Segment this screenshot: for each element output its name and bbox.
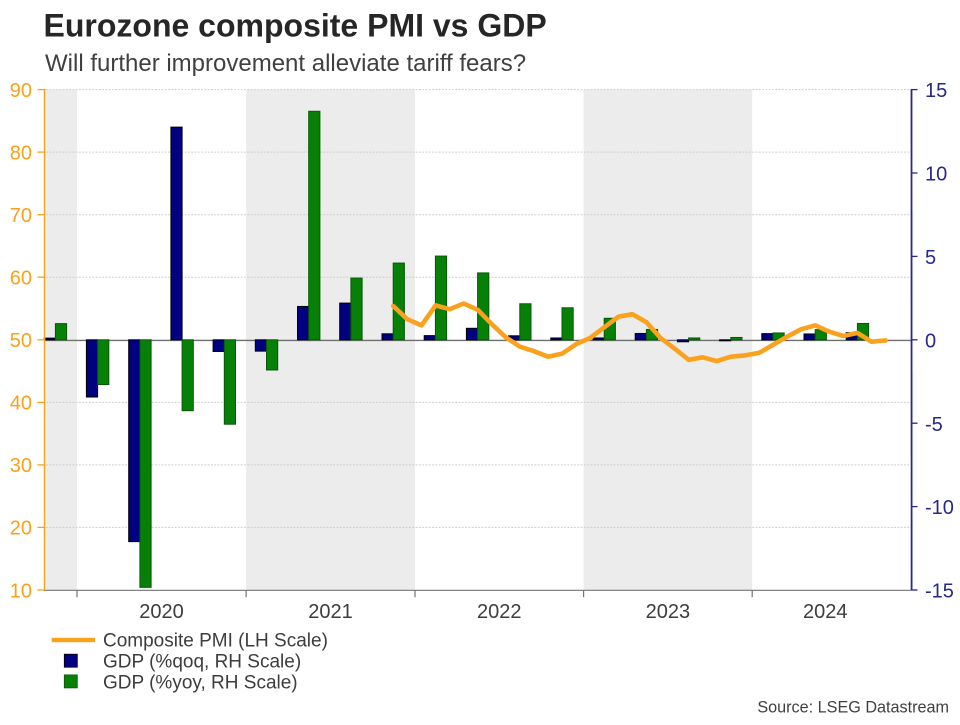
svg-text:50: 50: [10, 330, 32, 352]
svg-text:2020: 2020: [139, 601, 184, 623]
svg-text:40: 40: [10, 393, 32, 415]
svg-text:GDP (%qoq, RH Scale): GDP (%qoq, RH Scale): [103, 652, 301, 673]
svg-text:2022: 2022: [477, 601, 522, 623]
svg-text:10: 10: [10, 580, 32, 602]
svg-text:15: 15: [925, 80, 947, 102]
svg-text:80: 80: [10, 142, 32, 164]
svg-text:0: 0: [925, 330, 936, 352]
svg-text:60: 60: [10, 268, 32, 290]
svg-text:2023: 2023: [646, 601, 691, 623]
svg-text:20: 20: [10, 518, 32, 540]
svg-text:Source: LSEG Datastream: Source: LSEG Datastream: [757, 699, 949, 717]
svg-text:10: 10: [925, 164, 947, 186]
svg-text:Composite PMI (LH Scale): Composite PMI (LH Scale): [103, 631, 328, 652]
svg-text:30: 30: [10, 455, 32, 477]
svg-text:-10: -10: [925, 497, 954, 519]
svg-text:Will further improvement allev: Will further improvement alleviate tarif…: [45, 50, 526, 77]
svg-text:90: 90: [10, 80, 32, 102]
svg-text:GDP (%yoy, RH Scale): GDP (%yoy, RH Scale): [103, 672, 298, 693]
svg-text:-5: -5: [925, 414, 943, 436]
svg-text:2021: 2021: [308, 601, 353, 623]
svg-text:70: 70: [10, 205, 32, 227]
svg-text:2024: 2024: [803, 601, 848, 623]
svg-text:Eurozone composite PMI vs GDP: Eurozone composite PMI vs GDP: [44, 8, 547, 44]
svg-text:-15: -15: [925, 581, 954, 603]
svg-text:5: 5: [925, 247, 936, 269]
